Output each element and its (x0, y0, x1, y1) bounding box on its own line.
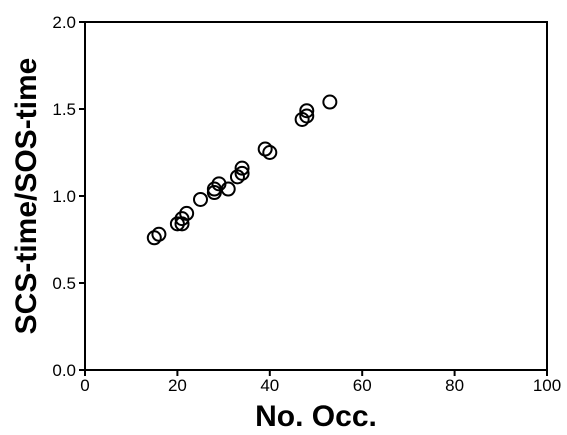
x-tick-label: 80 (445, 376, 464, 395)
x-tick-label: 60 (353, 376, 372, 395)
data-point (179, 205, 195, 221)
plot-frame (84, 21, 548, 371)
data-point (262, 145, 278, 160)
data-point (234, 160, 250, 176)
y-axis-ticks: 0.0 0.5 1.0 1.5 2.0 (52, 13, 85, 380)
data-point (322, 94, 338, 110)
x-axis-title: No. Occ. (255, 400, 377, 433)
x-tick-label: 20 (168, 376, 187, 395)
y-axis-title: SCS-time/SOS-time (10, 58, 43, 335)
data-point (234, 165, 250, 181)
data-point (151, 226, 167, 242)
y-tick-label: 2.0 (52, 13, 76, 32)
data-point (299, 108, 315, 124)
y-tick-label: 1.5 (52, 100, 76, 119)
x-tick-label: 100 (533, 376, 561, 395)
data-point (220, 181, 236, 197)
x-tick-label: 40 (260, 376, 279, 395)
y-tick-label: 0.5 (52, 274, 76, 293)
y-tick-label: 1.0 (52, 187, 76, 206)
y-tick-label: 0.0 (52, 361, 76, 380)
data-point (299, 103, 315, 119)
data-point (193, 191, 208, 207)
data-points (146, 94, 338, 246)
x-axis-ticks: 0 20 40 60 80 100 (80, 370, 561, 395)
x-tick-label: 0 (80, 376, 89, 395)
